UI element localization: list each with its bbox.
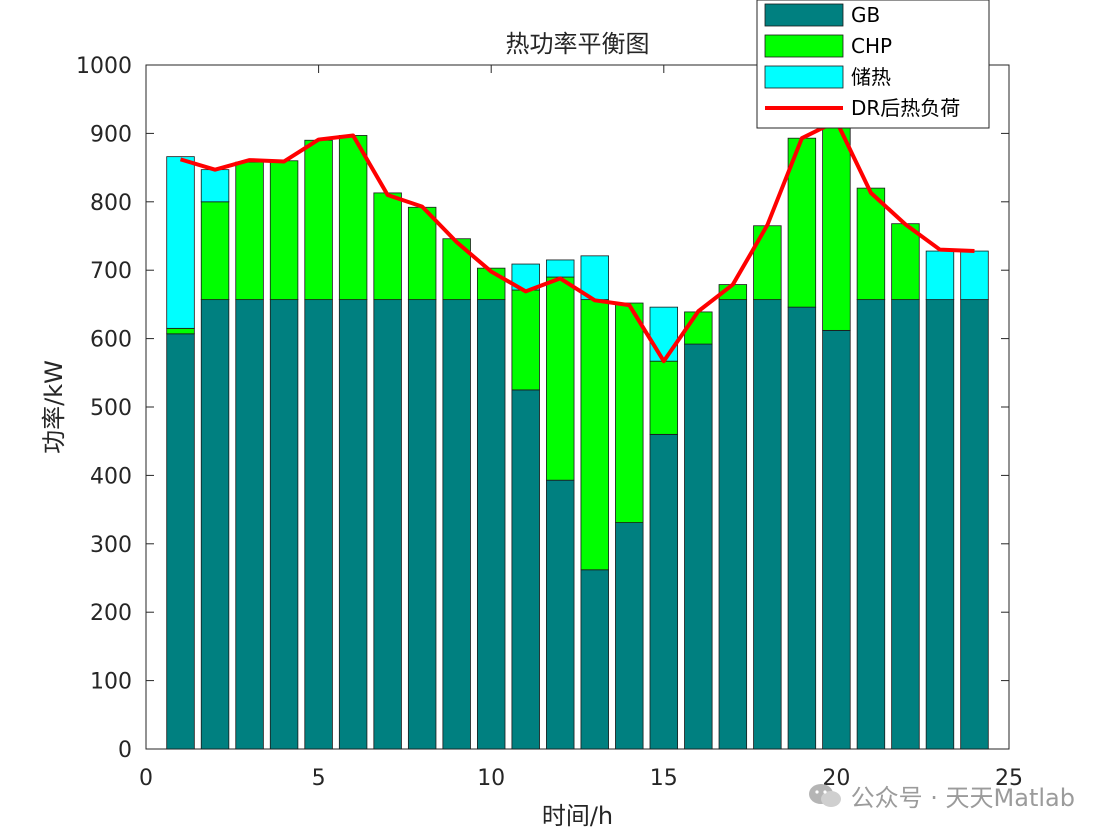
bar-GB-3 <box>235 299 264 750</box>
y-tick-label: 0 <box>118 738 132 763</box>
bar-CHP-2 <box>200 201 230 301</box>
y-tick-label: 900 <box>90 122 132 147</box>
bar-储热-13 <box>580 255 609 301</box>
bar-CHP-12 <box>546 276 575 481</box>
x-tick-label: 0 <box>139 766 153 791</box>
bar-CHP-20 <box>822 127 851 331</box>
y-tick-label: 600 <box>90 328 132 353</box>
bar-CHP-3 <box>235 161 264 301</box>
bar-GB-1 <box>166 333 195 750</box>
legend: GB CHP 储热 DR后热负荷 <box>756 0 990 129</box>
bar-GB-7 <box>373 299 402 750</box>
y-axis-title: 功率/kW <box>40 360 68 454</box>
bar-CHP-22 <box>891 223 920 301</box>
bar-GB-9 <box>442 299 471 750</box>
bar-GB-13 <box>580 569 609 750</box>
bar-GB-17 <box>718 299 748 750</box>
bar-GB-18 <box>753 299 782 750</box>
x-tick-label: 5 <box>312 766 326 791</box>
legend-label: 储热 <box>851 65 891 89</box>
bar-CHP-5 <box>304 139 333 301</box>
bar-GB-23 <box>925 299 955 750</box>
wechat-icon <box>807 782 843 810</box>
legend-swatch <box>764 3 844 27</box>
line-series-dr-load <box>179 119 975 364</box>
bar-GB-10 <box>476 299 506 750</box>
x-tick-label: 10 <box>477 766 505 791</box>
y-tick-label: 200 <box>90 601 132 626</box>
y-tick-label: 800 <box>90 191 132 216</box>
bar-GB-14 <box>615 522 644 750</box>
watermark: 公众号 · 天天Matlab <box>807 778 1075 813</box>
bar-CHP-18 <box>753 225 782 301</box>
legend-swatch <box>764 34 844 58</box>
legend-label: CHP <box>851 34 892 58</box>
legend-swatch <box>764 65 844 89</box>
bar-储热-24 <box>960 250 989 301</box>
x-tick-label: 25 <box>995 766 1023 791</box>
x-tick-label: 15 <box>650 766 678 791</box>
bar-CHP-6 <box>338 135 368 301</box>
bar-储热-1 <box>166 156 195 329</box>
bar-储热-12 <box>546 259 575 278</box>
bar-GB-20 <box>822 329 851 750</box>
bar-CHP-1 <box>166 327 195 335</box>
chart-title: 热功率平衡图 <box>506 30 650 58</box>
legend-label: DR后热负荷 <box>851 96 960 120</box>
bar-GB-4 <box>269 299 299 750</box>
bar-CHP-11 <box>511 289 540 391</box>
bar-GB-22 <box>891 299 920 750</box>
bar-CHP-14 <box>615 302 644 523</box>
bar-GB-21 <box>856 299 886 750</box>
bar-GB-11 <box>511 389 540 750</box>
bar-GB-15 <box>649 433 679 750</box>
watermark-text: 公众号 · 天天Matlab <box>850 784 1075 812</box>
y-tick-label: 700 <box>90 259 132 284</box>
y-tick-label: 500 <box>90 396 132 421</box>
y-tick-label: 300 <box>90 533 132 558</box>
bar-CHP-4 <box>269 160 299 301</box>
bar-CHP-7 <box>373 192 402 301</box>
bar-GB-2 <box>200 299 230 750</box>
bar-储热-2 <box>200 169 230 203</box>
bar-CHP-21 <box>856 187 886 301</box>
bar-GB-16 <box>684 343 713 750</box>
y-tick-label: 400 <box>90 464 132 489</box>
bar-GB-24 <box>960 299 989 750</box>
bar-GB-12 <box>546 479 575 750</box>
x-axis-title: 时间/h <box>542 802 613 830</box>
bar-CHP-13 <box>580 299 609 571</box>
bar-GB-6 <box>338 299 368 750</box>
bar-GB-5 <box>304 299 333 750</box>
legend-label: GB <box>851 3 880 27</box>
bar-GB-19 <box>787 306 817 750</box>
bar-储热-23 <box>925 250 955 301</box>
bar-CHP-15 <box>649 360 679 435</box>
bar-GB-8 <box>407 299 437 750</box>
y-tick-label: 1000 <box>76 54 132 79</box>
bar-CHP-8 <box>407 206 437 301</box>
y-tick-label: 100 <box>90 670 132 695</box>
bar-储热-15 <box>649 306 679 362</box>
